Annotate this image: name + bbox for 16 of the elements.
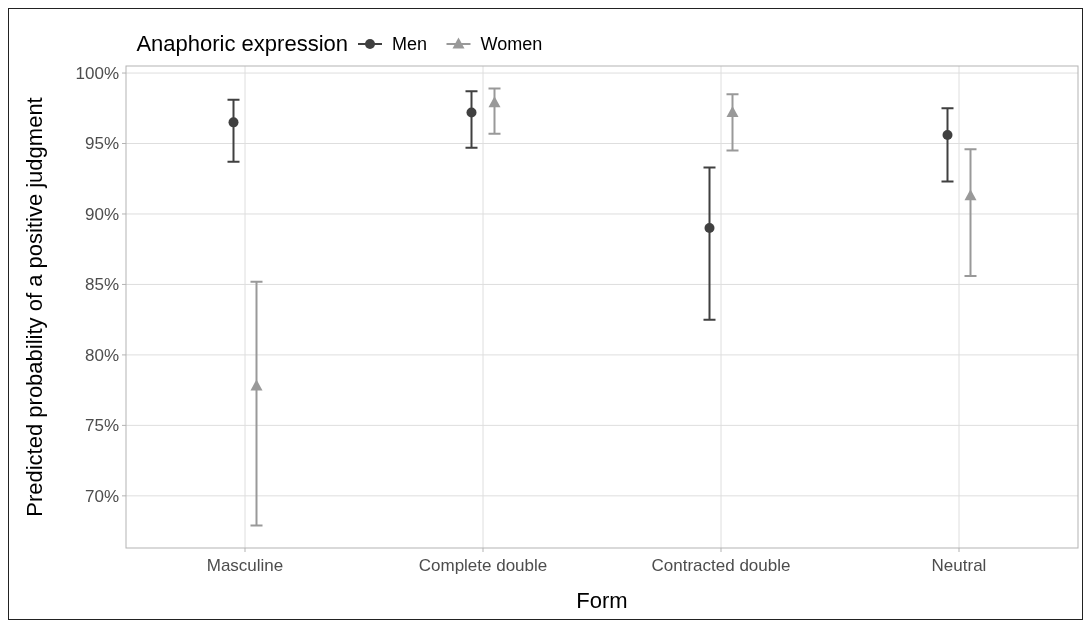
y-tick-label: 70% [84,486,119,506]
legend-title: Anaphoric expression [136,31,348,56]
y-tick-label: 100% [75,64,119,83]
x-axis-title: Form [576,588,628,613]
y-tick-label: 85% [84,275,119,295]
y-tick-label: 80% [84,345,119,365]
y-tick-label: 95% [84,134,119,154]
x-tick-label: Contracted double [651,556,791,575]
x-tick-label: Neutral [931,556,987,575]
legend-label: Women [480,34,543,55]
y-tick-label: 90% [84,204,119,224]
y-axis-title: Predicted probability of a positive judgment [22,97,47,517]
y-tick-label: 75% [84,416,119,436]
x-tick-label: Masculine [206,556,284,575]
x-tick-label: Complete double [418,556,548,575]
legend-label: Men [392,34,428,55]
